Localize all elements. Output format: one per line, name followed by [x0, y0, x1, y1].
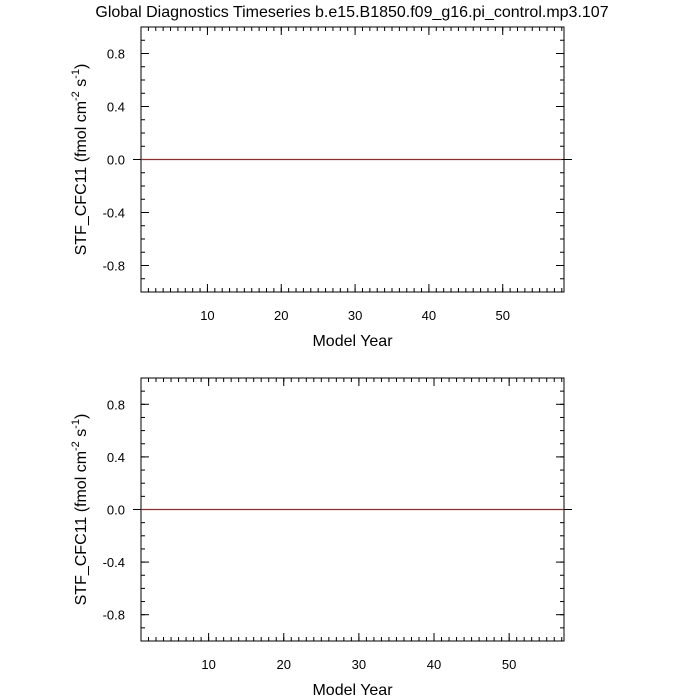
y-tick-label: -0.8 — [103, 608, 125, 623]
x-tick-label: 10 — [200, 308, 214, 323]
x-tick-label: 30 — [348, 308, 362, 323]
x-tick-label: 50 — [495, 308, 509, 323]
x-tick-label: 50 — [502, 657, 516, 672]
x-tick-label: 30 — [352, 657, 366, 672]
x-tick-label: 40 — [422, 308, 436, 323]
y-axis-label-part: s — [73, 79, 90, 91]
y-axis-label-exponent: -2 — [70, 91, 82, 101]
y-tick-label: 0.4 — [107, 450, 125, 465]
y-axis-label-part: ) — [73, 64, 90, 69]
y-axis-label: STF_CFC11 (fmol cm-2 s-1) — [70, 64, 90, 256]
y-tick-label: 0.8 — [107, 47, 125, 62]
chart-title: Global Diagnostics Timeseries b.e15.B185… — [95, 4, 608, 21]
y-axis-label-part: STF_CFC11 (fmol cm — [73, 101, 90, 255]
x-axis-label: Model Year — [312, 333, 393, 350]
y-axis-label-part: s — [73, 429, 90, 441]
y-tick-label: -0.4 — [103, 555, 125, 570]
y-axis-label: STF_CFC11 (fmol cm-2 s-1) — [70, 414, 90, 606]
chart-panel-1: 10 20 30 40 50 0.8 0.4 0.0 -0.4 -0.8 Model Year STF… — [70, 26, 572, 350]
y-axis-label-exponent: -1 — [70, 69, 82, 79]
chart-panel-2: 10 20 30 40 50 0.8 0.4 0.0 -0.4 -0.8 Model Year STF… — [70, 377, 572, 699]
x-tick-label: 20 — [277, 657, 291, 672]
y-tick-label: -0.4 — [103, 206, 125, 221]
x-tick-label: 40 — [427, 657, 441, 672]
y-tick-label: -0.8 — [103, 259, 125, 274]
x-axis-label: Model Year — [312, 682, 393, 699]
x-tick-label: 10 — [201, 657, 215, 672]
y-axis-label-exponent: -1 — [70, 419, 82, 429]
x-tick-label: 20 — [274, 308, 288, 323]
y-tick-label: 0.8 — [107, 397, 125, 412]
y-axis-label-exponent: -2 — [70, 441, 82, 451]
y-axis-label-part: ) — [73, 414, 90, 419]
y-axis-label-part: STF_CFC11 (fmol cm — [73, 451, 90, 605]
y-tick-label: 0.0 — [107, 153, 125, 168]
y-tick-label: 0.4 — [107, 100, 125, 115]
y-tick-label: 0.0 — [107, 503, 125, 518]
